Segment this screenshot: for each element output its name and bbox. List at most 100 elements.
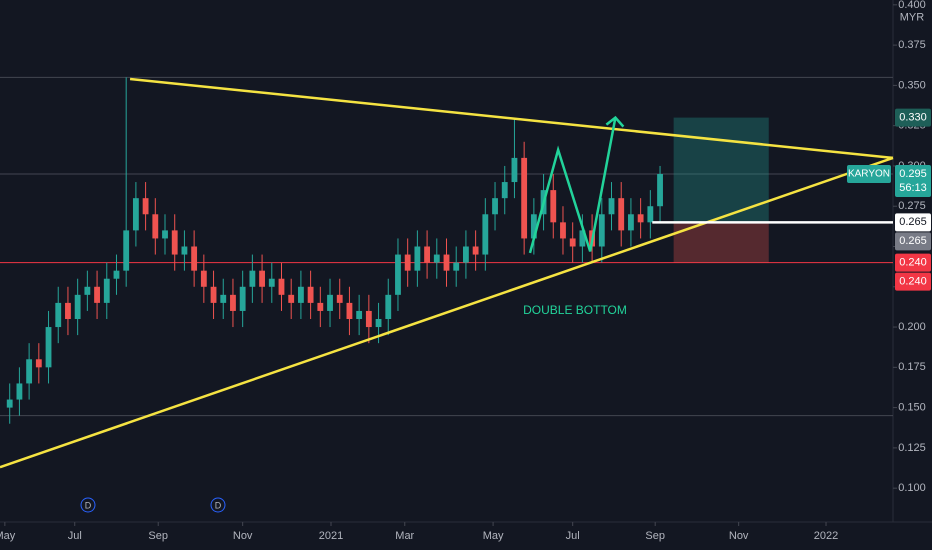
candle-body (598, 214, 605, 247)
candle-body (482, 214, 489, 255)
price-label-box (895, 165, 931, 197)
candle-body (123, 230, 130, 271)
price-label: 0.240 (899, 276, 927, 288)
dividend-marker[interactable] (210, 497, 226, 513)
dividend-marker[interactable] (80, 497, 96, 513)
candle-body (608, 198, 615, 215)
candle-body (191, 246, 198, 271)
candle-body (103, 278, 110, 303)
price-label: 0.265 (899, 216, 927, 228)
candle-body (375, 319, 382, 328)
candle-body (132, 198, 139, 231)
candle-body (113, 270, 120, 279)
y-tick-label: 0.200 (898, 321, 926, 333)
candle-body (84, 286, 91, 295)
candle-body (142, 198, 149, 215)
candle-body (307, 286, 314, 303)
y-tick-label: 0.175 (898, 361, 926, 373)
candle-body (356, 310, 363, 319)
candle-body (239, 286, 246, 311)
candle-body (637, 214, 644, 223)
y-tick-label: 0.350 (898, 79, 926, 91)
currency: MYR (900, 12, 925, 24)
candle-body (210, 286, 217, 303)
candle-body (385, 294, 392, 319)
candle-body (200, 270, 207, 287)
price-label-box (895, 232, 931, 251)
candle-body (268, 278, 275, 287)
candle-body (278, 278, 285, 295)
x-tick-label: Sep (645, 530, 665, 542)
candle-body (395, 254, 401, 295)
candle-body (501, 182, 508, 199)
price-label-box (895, 108, 931, 127)
price-label: 0.330 (899, 112, 927, 124)
y-tick-label: 0.375 (898, 39, 926, 51)
candle-body (365, 310, 372, 328)
x-tick-label: May (0, 530, 16, 542)
price-label: 0.240 (899, 257, 927, 269)
candle-body (550, 190, 557, 223)
candle-body (414, 246, 421, 271)
candle-body (463, 246, 469, 263)
price-label: 0.295 (899, 168, 927, 180)
y-tick-label: 0.100 (898, 482, 926, 494)
candle-body (249, 270, 256, 287)
price-label: 0.265 (899, 235, 927, 247)
candle-body (35, 359, 42, 368)
candle-body (433, 254, 440, 263)
candle-body (45, 327, 52, 368)
y-tick-label: 0.150 (898, 402, 926, 414)
candle-body (579, 230, 586, 247)
x-tick-label: Nov (233, 530, 253, 542)
candle-body (327, 294, 333, 311)
candle-body (181, 246, 188, 255)
y-tick-label: 0.275 (898, 200, 926, 212)
trendline (0, 156, 894, 469)
x-tick-label: 2022 (814, 530, 838, 542)
candle-body (472, 246, 479, 255)
plot: May Jul Sep Nov 2021 Mar May Jul Sep Nov 2022 (0, 76, 894, 542)
candle-body (74, 294, 81, 319)
candle-body (521, 157, 528, 239)
candle-body (152, 214, 159, 239)
candle-body (220, 294, 227, 303)
price-label-box (895, 272, 931, 291)
candle-body (297, 286, 304, 303)
arrowhead (605, 115, 625, 128)
candle-body (346, 302, 353, 319)
candle-body (317, 302, 324, 311)
candle-body (443, 254, 450, 271)
candle-body (6, 399, 13, 408)
candle-body (171, 230, 178, 255)
candle-body (26, 359, 33, 384)
countdown: 56:13 (899, 182, 927, 194)
candle-body (618, 198, 625, 231)
candle-body (65, 302, 71, 319)
candle-body (259, 270, 265, 287)
x-tick-label: 2021 (319, 530, 343, 542)
candle-body (404, 254, 411, 271)
x-tick-label: Jul (68, 530, 82, 542)
candle-body (55, 302, 62, 328)
candle-body (424, 246, 430, 263)
candle-body (657, 174, 663, 207)
y-tick-label: 0.400 (898, 0, 926, 11)
candle-body (162, 230, 168, 239)
candle-body (647, 206, 654, 223)
symbol-label: KARYON (848, 169, 890, 180)
candle-body (453, 262, 460, 271)
candle-body (628, 214, 634, 231)
trendline (129, 77, 894, 160)
candle-body (530, 214, 537, 239)
y-axis: 0.4000.3750.3500.3250.3000.2750.2500.225… (847, 0, 931, 494)
dividend-label: D (85, 500, 92, 510)
price-label-box (895, 253, 931, 272)
candle-body (336, 294, 343, 303)
price-label-box (895, 213, 931, 232)
target-zone (673, 117, 769, 223)
candle-body (569, 238, 576, 247)
candle-body (94, 286, 100, 303)
x-tick-label: May (483, 530, 504, 542)
